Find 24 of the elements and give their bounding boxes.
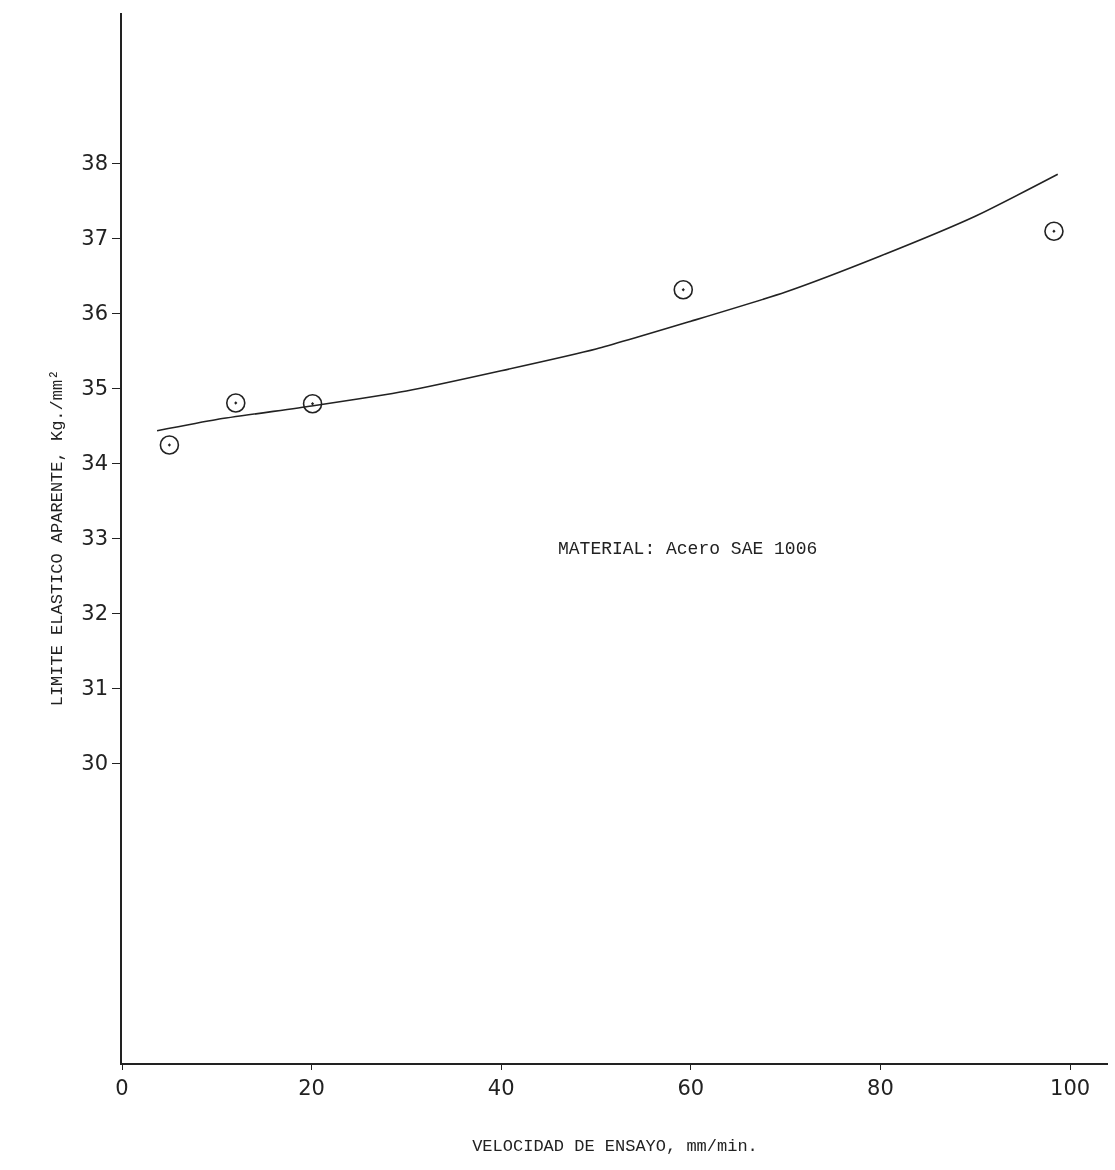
y-tick-label: 35 [81, 376, 109, 401]
point [302, 393, 323, 414]
y-tick-label: 31 [81, 676, 109, 701]
y-tick-label: 33 [81, 526, 109, 551]
y-tick-label: 34 [81, 451, 109, 476]
x-tick-label: 80 [867, 1075, 894, 1100]
line-series [156, 173, 1059, 432]
x-tick-label: 40 [487, 1075, 515, 1100]
x-tick-label: 60 [677, 1075, 705, 1100]
point [673, 279, 694, 300]
annotation: MATERIAL: Acero SAE 1006 [558, 539, 818, 559]
x-tick-label: 20 [298, 1075, 325, 1100]
y-tick-label: 32 [81, 601, 109, 626]
point [159, 435, 180, 455]
x-tick-label: 0 [115, 1075, 129, 1100]
y-tick-label: 38 [81, 151, 109, 176]
y-tick-label: 30 [81, 751, 109, 776]
y-tick-label: 36 [81, 301, 109, 326]
y-axis-title: LIMITE ELASTICO APARENTE, Kg./mm² [48, 369, 68, 707]
y-tick-label: 37 [81, 226, 109, 251]
x-axis-title: VELOCIDAD DE ENSAYO, mm/min. [472, 1136, 758, 1156]
point [225, 393, 246, 413]
x-tick-label: 100 [1050, 1075, 1091, 1100]
point [1044, 221, 1064, 242]
